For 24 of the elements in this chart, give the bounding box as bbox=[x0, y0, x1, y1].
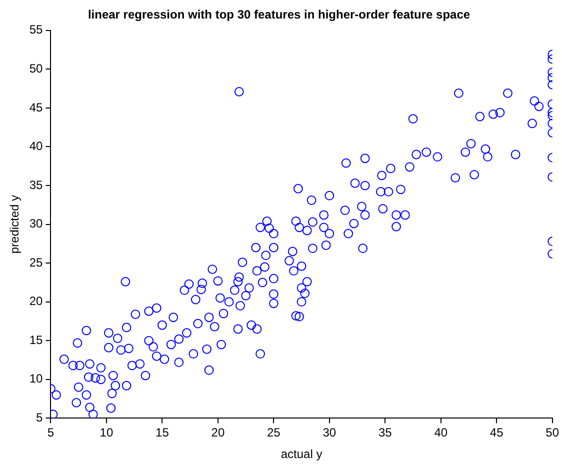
y-tick-label: 10 bbox=[29, 372, 44, 386]
y-axis-title: predicted y bbox=[8, 194, 22, 254]
x-tick-label: 5 bbox=[47, 426, 54, 440]
x-tick-label: 25 bbox=[266, 426, 281, 440]
x-tick-label: 15 bbox=[156, 426, 170, 440]
y-tick-label: 40 bbox=[29, 139, 44, 154]
y-tick-label: 45 bbox=[29, 100, 44, 114]
y-tick-label: 35 bbox=[29, 178, 44, 192]
x-tick-label: 35 bbox=[378, 426, 392, 440]
y-tick-label: 5 bbox=[36, 410, 44, 425]
x-tick-label: 10 bbox=[100, 426, 114, 440]
x-tick-label: 20 bbox=[211, 426, 225, 440]
x-axis-title: actual y bbox=[280, 447, 322, 462]
chart-title: linear regression with top 30 features in higher-order feature space bbox=[88, 8, 470, 22]
x-tick-label: 45 bbox=[490, 426, 504, 440]
y-tick-label: 50 bbox=[29, 61, 44, 76]
x-tick-label: 50 bbox=[546, 426, 560, 440]
y-tick-label: 30 bbox=[29, 216, 44, 231]
y-tick-label: 15 bbox=[29, 332, 44, 347]
y-tick-label: 20 bbox=[29, 294, 44, 308]
x-tick-label: 40 bbox=[434, 426, 448, 440]
y-tick-label: 55 bbox=[29, 22, 44, 37]
y-tick-label: 25 bbox=[29, 255, 44, 270]
x-tick-label: 30 bbox=[322, 426, 336, 440]
